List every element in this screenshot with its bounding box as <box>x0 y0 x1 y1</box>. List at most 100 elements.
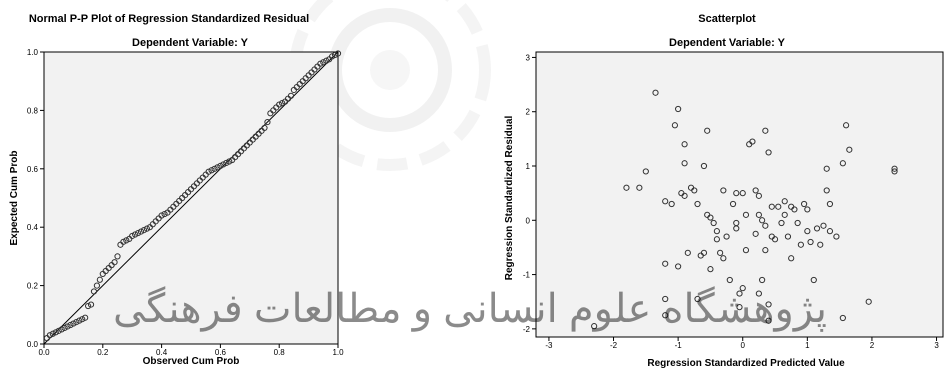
pp-point <box>73 319 80 326</box>
scatter-point <box>739 190 746 197</box>
pp-point <box>205 168 212 175</box>
scatter-point <box>826 228 834 235</box>
pp-point <box>317 60 324 67</box>
scatter-point <box>775 203 782 210</box>
pp-x-tick-label: 0.4 <box>156 348 168 357</box>
scatter-point <box>636 184 643 191</box>
scatter-point <box>781 211 788 218</box>
scatter-point <box>826 200 834 208</box>
scatter-x-axis: -3 -2 -1 0 1 2 3 <box>545 337 939 350</box>
pp-y-tick-label: 0.2 <box>27 282 39 291</box>
scatter-point <box>820 222 827 229</box>
scatter-point <box>723 233 730 240</box>
scatter-x-tick-label: 0 <box>741 341 746 350</box>
pp-x-tick-label: 1.0 <box>332 348 344 357</box>
scatter-point <box>662 198 669 205</box>
pp-point <box>61 324 68 332</box>
scatter-point <box>891 168 898 175</box>
scatter-point <box>759 276 766 284</box>
scatter-point <box>662 295 669 303</box>
scatter-point <box>788 255 795 262</box>
scatter-point <box>662 260 669 267</box>
scatter-point <box>823 187 830 194</box>
scatter-points <box>591 89 898 330</box>
scatter-point <box>733 225 740 232</box>
pp-point <box>208 167 215 174</box>
pp-point <box>226 158 233 165</box>
scatter-x-tick-label: -3 <box>545 341 553 350</box>
scatter-x-axis-title: Regression Standardized Predicted Value <box>647 358 845 369</box>
pp-point <box>220 161 227 168</box>
scatter-point <box>726 276 733 284</box>
scatter-point <box>720 255 727 262</box>
scatter-point <box>865 298 872 305</box>
scatter-y-axis: -2 -1 0 1 2 3 <box>523 53 536 334</box>
pp-point <box>49 330 56 337</box>
scatter-point <box>681 141 688 148</box>
pp-y-tick-label: 0.8 <box>27 106 39 115</box>
scatter-point <box>762 247 769 254</box>
scatterplot-chart: Scatterplot Dependent Variable: Y -3 -2 -1… <box>504 13 944 369</box>
pp-point <box>55 327 62 334</box>
scatter-point <box>652 89 659 96</box>
pp-point <box>90 288 98 295</box>
scatter-point <box>713 236 720 243</box>
scatter-point <box>765 301 772 308</box>
scatter-subtitle: Dependent Variable: Y <box>669 37 786 49</box>
scatter-x-tick-label: 1 <box>805 341 810 350</box>
pp-point <box>223 159 230 167</box>
scatter-point <box>694 200 701 208</box>
scatter-point <box>681 160 688 167</box>
pp-point <box>82 314 89 321</box>
scatter-point <box>755 211 762 218</box>
scatter-plot-area <box>535 51 944 338</box>
pp-point <box>264 118 271 126</box>
pp-point <box>214 164 221 171</box>
pp-point <box>70 320 77 327</box>
pp-point <box>129 232 136 240</box>
scatter-point <box>707 266 714 273</box>
pp-x-axis: 0.0 0.2 0.4 0.6 0.8 1.0 <box>38 344 344 357</box>
pp-point <box>85 302 92 310</box>
scatter-point <box>752 230 759 237</box>
scatter-point <box>713 228 720 235</box>
pp-y-tick-label: 0.6 <box>27 165 39 174</box>
scatter-point <box>784 233 792 240</box>
scatter-point <box>642 168 649 175</box>
scatter-point <box>797 241 804 248</box>
scatter-point <box>704 127 711 134</box>
pp-point <box>76 317 83 324</box>
scatter-x-tick-label: 3 <box>934 341 939 350</box>
scatter-point <box>707 214 714 221</box>
pp-plot-title: Normal P-P Plot of Regression Standardiz… <box>29 13 309 25</box>
pp-point <box>132 231 139 238</box>
scatter-x-tick-label: 2 <box>870 341 875 350</box>
pp-y-axis: 0.0 0.2 0.4 0.6 0.8 1.0 <box>27 48 44 349</box>
pp-point <box>261 124 268 132</box>
scatter-point <box>691 187 698 194</box>
scatter-point <box>684 249 691 256</box>
pp-point <box>287 92 295 99</box>
scatter-point <box>846 146 853 153</box>
scatter-point <box>749 138 756 145</box>
scatter-x-tick-label: -1 <box>675 341 683 350</box>
scatter-point <box>794 219 801 227</box>
pp-point <box>323 57 330 64</box>
scatter-y-tick-label: 1 <box>526 162 531 171</box>
scatter-point <box>752 187 759 194</box>
scatter-y-tick-label: -2 <box>523 325 531 334</box>
scatter-point <box>729 200 737 208</box>
pp-point <box>123 237 130 244</box>
scatter-point <box>810 276 817 284</box>
scatter-point <box>755 290 762 297</box>
scatter-point <box>675 263 682 270</box>
scatter-point <box>681 192 688 199</box>
pp-point <box>331 51 339 59</box>
pp-x-tick-label: 0.0 <box>38 348 50 357</box>
scatter-point <box>736 290 743 297</box>
scatter-point <box>759 217 766 224</box>
pp-point <box>114 253 121 260</box>
pp-point <box>143 225 150 232</box>
pp-point <box>52 329 59 336</box>
scatter-point <box>823 165 830 172</box>
